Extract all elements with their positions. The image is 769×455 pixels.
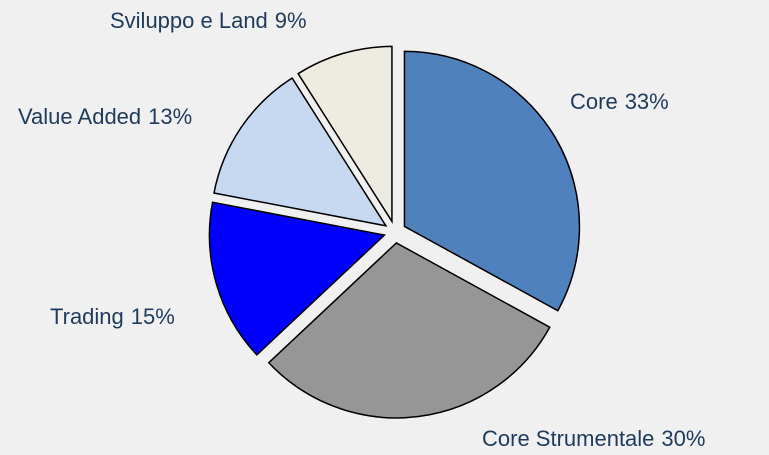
slice-value: 13% <box>148 104 192 129</box>
slice-label: Sviluppo e Land 9% <box>110 8 307 33</box>
slice-label: Core 33% <box>570 89 669 114</box>
pie-slice <box>208 201 387 356</box>
slice-label: Value Added 13% <box>18 104 192 129</box>
slice-name: Core Strumentale <box>482 426 654 451</box>
slice-label: Trading 15% <box>50 304 175 329</box>
slice-value: 9% <box>275 8 307 33</box>
slice-value: 15% <box>131 304 175 329</box>
slice-name: Core <box>570 89 618 114</box>
slice-name: Sviluppo e Land <box>110 8 268 33</box>
slice-name: Value Added <box>18 104 141 129</box>
slice-name: Trading <box>50 304 124 329</box>
slice-value: 33% <box>625 89 669 114</box>
slice-label: Core Strumentale 30% <box>482 426 705 451</box>
pie-slice <box>403 50 581 312</box>
pie-slice <box>267 241 551 419</box>
pie-slice <box>213 77 388 227</box>
slice-value: 30% <box>661 426 705 451</box>
pie-slice <box>297 45 393 225</box>
